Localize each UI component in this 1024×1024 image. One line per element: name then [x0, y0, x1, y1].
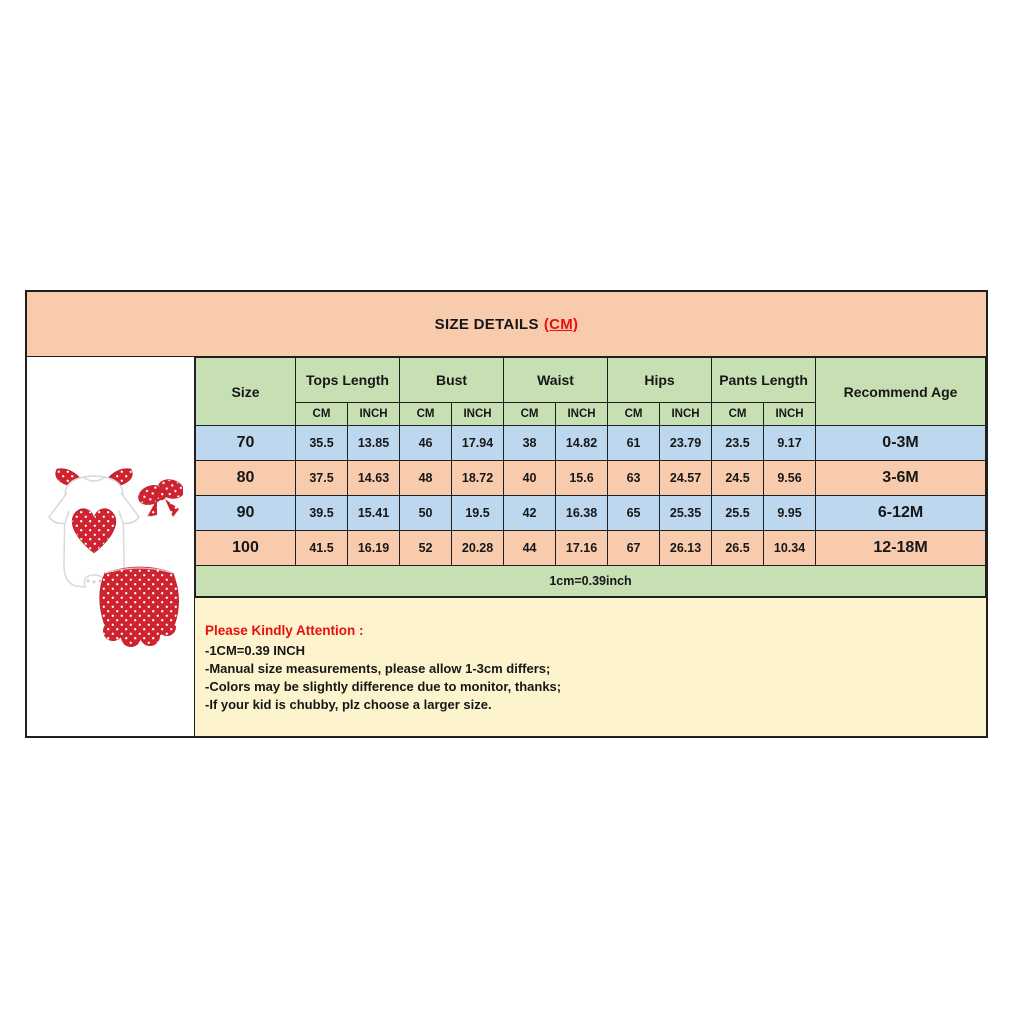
value-cell: 46	[399, 425, 453, 461]
col-header-recommend-age: Recommend Age	[815, 357, 986, 426]
value-cell: 65	[607, 495, 661, 531]
table-row-100: 100 41.5 16.19 52 20.28 44 17.16 67 26.1…	[195, 530, 986, 566]
table-row-70: 70 35.5 13.85 46 17.94 38 14.82 61 23.79…	[195, 425, 986, 461]
unit-header-cm: CM	[711, 402, 765, 426]
value-cell: 25.35	[659, 495, 713, 531]
unit-header-cm: CM	[607, 402, 661, 426]
col-header-hips: Hips	[607, 357, 713, 403]
heart-icon	[71, 508, 117, 554]
value-cell: 18.72	[451, 460, 505, 496]
size-table: Size Tops Length Bust Waist Hips Pants L…	[195, 357, 986, 597]
table-row-90: 90 39.5 15.41 50 19.5 42 16.38 65 25.35 …	[195, 495, 986, 531]
value-cell: 16.19	[346, 530, 401, 566]
value-cell: 39.5	[295, 495, 348, 531]
value-cell: 23.5	[711, 425, 765, 461]
value-cell: 26.13	[659, 530, 713, 566]
col-header-bust: Bust	[399, 357, 505, 403]
unit-header-inch: INCH	[555, 402, 609, 426]
age-cell: 0-3M	[815, 425, 986, 461]
unit-header-inch: INCH	[763, 402, 817, 426]
value-cell: 14.63	[346, 460, 401, 496]
value-cell: 67	[607, 530, 661, 566]
size-cell: 90	[195, 495, 296, 531]
attention-line: -If your kid is chubby, plz choose a lar…	[205, 697, 492, 712]
unit-header-cm: CM	[503, 402, 557, 426]
value-cell: 16.38	[555, 495, 609, 531]
value-cell: 25.5	[711, 495, 765, 531]
age-cell: 6-12M	[815, 495, 986, 531]
value-cell: 52	[399, 530, 453, 566]
unit-header-cm: CM	[295, 402, 348, 426]
value-cell: 44	[503, 530, 557, 566]
value-cell: 19.5	[451, 495, 505, 531]
value-cell: 17.94	[451, 425, 505, 461]
product-photo	[27, 357, 195, 736]
attention-line: -1CM=0.39 INCH	[205, 643, 306, 658]
value-cell: 26.5	[711, 530, 765, 566]
conversion-note: 1cm=0.39inch	[195, 565, 986, 597]
col-header-pants-length: Pants Length	[711, 357, 817, 403]
title-bar: SIZE DETAILS (CM)	[27, 292, 986, 357]
value-cell: 50	[399, 495, 453, 531]
title-unit-cm: (CM)	[543, 315, 579, 333]
unit-header-cm: CM	[399, 402, 453, 426]
size-cell: 100	[195, 530, 296, 566]
col-header-tops-length: Tops Length	[294, 357, 401, 403]
attention-line: -Manual size measurements, please allow …	[205, 661, 551, 676]
value-cell: 10.34	[763, 530, 817, 566]
value-cell: 17.16	[555, 530, 609, 566]
value-cell: 15.6	[555, 460, 609, 496]
value-cell: 42	[503, 495, 557, 531]
value-cell: 9.56	[763, 460, 817, 496]
chart-body: Size Tops Length Bust Waist Hips Pants L…	[27, 357, 986, 736]
conversion-note-row: 1cm=0.39inch	[195, 565, 986, 597]
baby-outfit-icon	[48, 468, 183, 647]
value-cell: 40	[503, 460, 557, 496]
value-cell: 63	[607, 460, 661, 496]
age-cell: 12-18M	[815, 530, 986, 566]
col-header-waist: Waist	[503, 357, 609, 403]
value-cell: 14.82	[555, 425, 609, 461]
value-cell: 9.95	[763, 495, 817, 531]
size-chart-panel: SIZE DETAILS (CM)	[25, 290, 988, 738]
table-area: Size Tops Length Bust Waist Hips Pants L…	[195, 357, 986, 736]
bloomers-icon	[99, 566, 179, 647]
value-cell: 35.5	[295, 425, 348, 461]
size-cell: 70	[195, 425, 296, 461]
unit-header-inch: INCH	[346, 402, 401, 426]
table-row-80: 80 37.5 14.63 48 18.72 40 15.6 63 24.57 …	[195, 460, 986, 496]
value-cell: 24.5	[711, 460, 765, 496]
value-cell: 37.5	[295, 460, 348, 496]
value-cell: 9.17	[763, 425, 817, 461]
attention-line: -Colors may be slightly difference due t…	[205, 679, 562, 694]
value-cell: 20.28	[451, 530, 505, 566]
value-cell: 61	[607, 425, 661, 461]
value-cell: 38	[503, 425, 557, 461]
value-cell: 24.57	[659, 460, 713, 496]
headband-bow-icon	[138, 479, 183, 517]
value-cell: 23.79	[659, 425, 713, 461]
attention-heading: Please Kindly Attention :	[205, 623, 364, 638]
value-cell: 41.5	[295, 530, 348, 566]
value-cell: 13.85	[346, 425, 401, 461]
unit-header-inch: INCH	[659, 402, 713, 426]
size-cell: 80	[195, 460, 296, 496]
age-cell: 3-6M	[815, 460, 986, 496]
value-cell: 15.41	[346, 495, 401, 531]
unit-header-inch: INCH	[451, 402, 505, 426]
col-header-size: Size	[195, 357, 296, 426]
value-cell: 48	[399, 460, 453, 496]
attention-box: Please Kindly Attention : -1CM=0.39 INCH…	[195, 597, 986, 736]
page-title: SIZE DETAILS	[434, 315, 539, 333]
